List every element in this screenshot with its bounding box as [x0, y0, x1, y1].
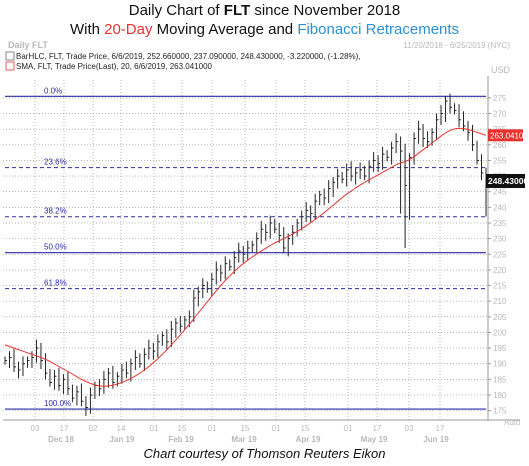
sma-value-label: 263.041000 — [490, 131, 529, 140]
chart-title-line2: With 20-Day Moving Average and Fibonacci… — [69, 21, 460, 38]
legend-sma: SMA, FLT, Trade Price(Last), 20, 6/6/201… — [16, 62, 213, 71]
sma-title-highlight: 20-Day — [104, 21, 153, 38]
x-day-label: 03 — [31, 424, 40, 433]
fib-label: 38.2% — [44, 207, 67, 216]
x-day-label: 01 — [272, 424, 281, 433]
fib-label: 100.0% — [44, 399, 71, 408]
sma-line — [4, 127, 487, 387]
x-day-label: 03 — [405, 424, 414, 433]
x-month-label: Apr 19 — [296, 435, 321, 444]
y-tick-label: 255 — [493, 156, 507, 165]
chart-header-label: Daily FLT — [8, 40, 48, 50]
fibonacci-levels: 0.0% 23.6% 38.2% 50.0% 61.8% 100.0% — [5, 86, 486, 410]
x-month-label: Mar 19 — [231, 435, 257, 444]
y-tick-label: 235 — [493, 219, 507, 228]
y-tick-label: 200 — [493, 328, 507, 337]
x-month-label: Feb 19 — [168, 435, 194, 444]
price-chart: Daily FLT 11/20/2018 - 6/25/2019 (NYC) 0… — [0, 38, 529, 446]
x-month-label: May 19 — [361, 435, 388, 444]
x-day-label: 02 — [89, 424, 98, 433]
chart-caption: Chart courtesy of Thomson Reuters Eikon — [143, 446, 386, 461]
y-tick-label: 225 — [493, 250, 507, 259]
price-bars — [4, 93, 488, 416]
x-day-label: 15 — [241, 424, 250, 433]
y-tick-label: 220 — [493, 266, 507, 275]
x-day-label: 01 — [150, 424, 159, 433]
bar-series-icon — [5, 51, 15, 61]
y-axis-unit: USD — [491, 65, 511, 75]
y-tick-label: 230 — [493, 235, 507, 244]
y-tick-label: 270 — [493, 110, 507, 119]
x-day-label: 17 — [373, 424, 382, 433]
x-day-label: 01 — [344, 424, 353, 433]
sma-series-icon — [5, 61, 15, 71]
fib-title-highlight: Fibonacci Retracements — [297, 21, 460, 38]
value-labels: 263.041000 248.430000 — [486, 129, 529, 188]
chart-date-range: 11/20/2018 - 6/25/2019 (NYC) — [403, 41, 510, 50]
y-tick-label: 175 — [493, 407, 507, 416]
y-tick-label: 205 — [493, 313, 507, 322]
price-value-label: 248.430000 — [488, 176, 529, 186]
x-day-label: 15 — [301, 424, 310, 433]
x-day-label: 15 — [178, 424, 187, 433]
y-tick-label: 180 — [493, 391, 507, 400]
y-tick-label: 215 — [493, 282, 507, 291]
y-tick-label: 240 — [493, 203, 507, 212]
y-tick-label: 195 — [493, 344, 507, 353]
x-day-label: 01 — [208, 424, 217, 433]
y-tick-label: 275 — [493, 94, 507, 103]
x-month-label: Jan 19 — [110, 435, 135, 444]
chart-title-line1: Daily Chart of FLT since November 2018 — [128, 2, 401, 19]
fib-label: 61.8% — [44, 279, 67, 288]
y-tick-label: 210 — [493, 297, 507, 306]
y-tick-label: 190 — [493, 360, 507, 369]
y-tick-label: 245 — [493, 188, 507, 197]
x-axis: 03 17 02 14 01 15 01 15 01 15 01 17 03 17 Dec 18 Jan 19… — [31, 424, 450, 444]
price-value-tag — [486, 173, 525, 188]
legend: BarHLC, FLT, Trade Price, 6/6/2019, 252.… — [5, 51, 361, 71]
sma-value-tag — [488, 129, 523, 142]
x-day-label: 14 — [117, 424, 126, 433]
fib-label: 50.0% — [44, 243, 67, 252]
fib-label: 0.0% — [44, 86, 62, 95]
x-day-label: 17 — [436, 424, 445, 433]
auto-scale-label: Auto — [504, 418, 521, 427]
y-tick-label: 260 — [493, 141, 507, 150]
x-month-label: Dec 18 — [48, 435, 74, 444]
x-month-label: Jun 19 — [423, 435, 449, 444]
x-day-label: 17 — [60, 424, 69, 433]
legend-ohlc: BarHLC, FLT, Trade Price, 6/6/2019, 252.… — [16, 52, 361, 61]
fib-label: 23.6% — [44, 158, 67, 167]
y-tick-label: 185 — [493, 375, 507, 384]
